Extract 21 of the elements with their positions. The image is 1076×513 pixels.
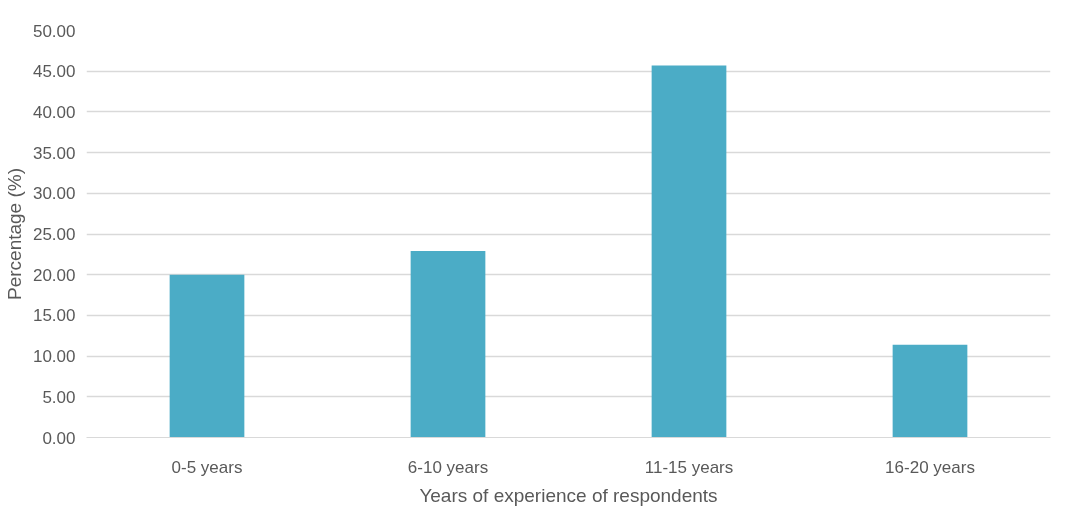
bar <box>410 251 486 438</box>
bar <box>892 344 968 438</box>
y-tick-label: 15.00 <box>32 306 76 326</box>
bar <box>651 65 727 438</box>
x-axis-title: Years of experience of respondents <box>419 484 718 506</box>
y-tick-label: 35.00 <box>32 143 76 163</box>
y-tick-label: 30.00 <box>32 184 76 204</box>
y-tick-label: 40.00 <box>32 102 76 122</box>
y-tick-label: 50.00 <box>32 21 76 41</box>
y-tick-label: 5.00 <box>42 387 76 407</box>
y-axis-title: Percentage (%) <box>3 167 25 300</box>
y-tick-label: 25.00 <box>32 225 76 244</box>
x-tick-label: 11-15 years <box>644 457 734 477</box>
x-tick-label: 6-10 years <box>407 457 489 477</box>
y-tick-label: 10.00 <box>32 347 76 367</box>
y-tick-label: 0.00 <box>42 428 76 448</box>
y-tick-label: 20.00 <box>32 265 76 285</box>
y-tick-label: 45.00 <box>32 62 76 82</box>
x-tick-label: 0-5 years <box>171 457 243 477</box>
bar <box>169 274 245 438</box>
x-tick-label: 16-20 years <box>885 457 975 477</box>
